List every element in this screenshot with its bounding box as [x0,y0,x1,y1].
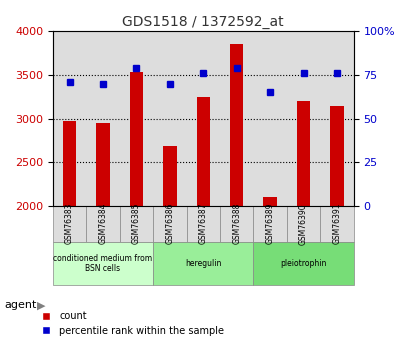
Text: heregulin: heregulin [184,259,221,268]
Bar [296,101,310,206]
FancyBboxPatch shape [119,206,153,242]
Bar [196,97,209,206]
Text: GSM76387: GSM76387 [198,203,207,245]
Legend: count, percentile rank within the sample: count, percentile rank within the sample [38,307,227,340]
Text: GSM76389: GSM76389 [265,203,274,245]
FancyBboxPatch shape [186,206,219,242]
FancyBboxPatch shape [286,206,319,242]
Bar [63,121,76,206]
Text: conditioned medium from
BSN cells: conditioned medium from BSN cells [53,254,152,273]
FancyBboxPatch shape [53,241,153,285]
Text: GSM76390: GSM76390 [298,203,307,245]
FancyBboxPatch shape [219,206,253,242]
FancyBboxPatch shape [153,206,186,242]
Bar [163,146,176,206]
FancyBboxPatch shape [253,241,353,285]
Text: agent: agent [4,300,36,310]
Text: GSM76383: GSM76383 [65,203,74,245]
Text: GSM76388: GSM76388 [231,203,240,244]
FancyBboxPatch shape [319,206,353,242]
FancyBboxPatch shape [153,241,253,285]
Text: GSM76386: GSM76386 [165,203,174,245]
Bar [330,106,343,206]
Text: GSM76391: GSM76391 [332,203,341,245]
Bar [129,71,143,206]
FancyBboxPatch shape [253,206,286,242]
Title: GDS1518 / 1372592_at: GDS1518 / 1372592_at [122,15,283,29]
Bar [229,43,243,206]
Bar [96,123,109,206]
Text: GSM76384: GSM76384 [98,203,107,245]
FancyBboxPatch shape [53,206,86,242]
Text: GSM76385: GSM76385 [132,203,141,245]
Text: ▶: ▶ [37,300,45,310]
Text: pleiotrophin: pleiotrophin [280,259,326,268]
Bar [263,197,276,206]
FancyBboxPatch shape [86,206,119,242]
